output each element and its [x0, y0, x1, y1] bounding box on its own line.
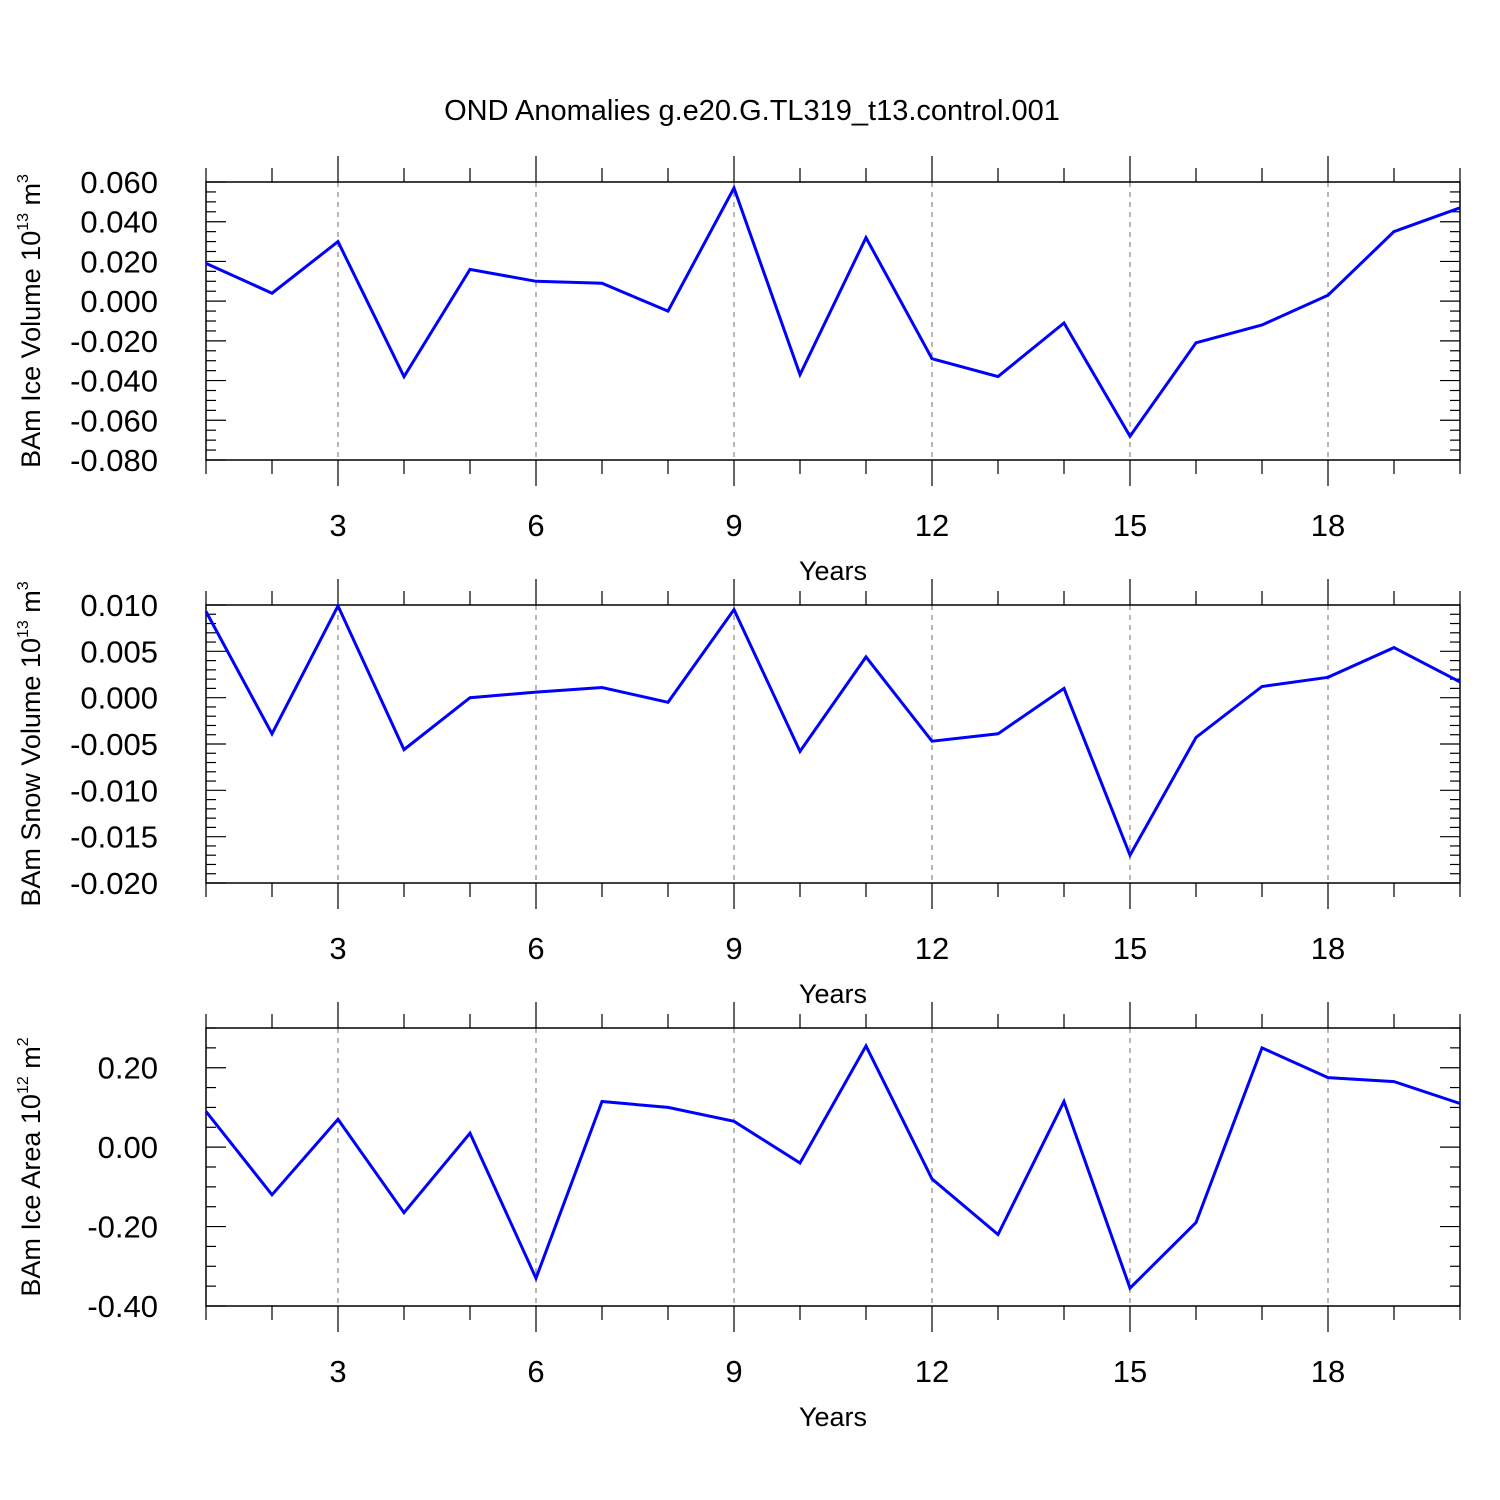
x-tick-label: 9	[725, 1354, 742, 1389]
plot-frame	[205, 1027, 1461, 1307]
y-axis-title: BAm Snow Volume 1013 m3	[15, 581, 46, 906]
series-line	[204, 602, 1461, 859]
y-tick-label: -0.40	[87, 1289, 158, 1324]
x-tick-label: 9	[725, 931, 742, 966]
x-tick-label: 15	[1113, 1354, 1147, 1389]
y-axis-title-unit-exponent: 2	[15, 1037, 32, 1046]
y-tick-label: -0.040	[70, 364, 158, 399]
y-axis-title-prefix: BAm Ice Area 10	[16, 1094, 46, 1297]
x-tick-label: 6	[527, 1354, 544, 1389]
y-axis-title-prefix: BAm Snow Volume 10	[16, 638, 46, 907]
y-axis-title-exponent: 13	[15, 620, 32, 638]
x-tick-label: 15	[1113, 931, 1147, 966]
y-axis-title: BAm Ice Area 1012 m2	[15, 1037, 46, 1296]
x-tick-label: 3	[329, 508, 346, 543]
y-tick-label: 0.005	[80, 634, 158, 669]
x-tick-label: 15	[1113, 508, 1147, 543]
y-axis-title-exponent: 13	[15, 213, 32, 231]
y-tick-label: 0.010	[80, 588, 158, 623]
y-tick-label: 0.00	[98, 1130, 158, 1165]
x-tick-label: 18	[1311, 931, 1345, 966]
y-axis-title-unit: m	[16, 1046, 46, 1076]
y-tick-label: -0.020	[70, 324, 158, 359]
y-tick-label: -0.020	[70, 866, 158, 901]
x-tick-label: 6	[527, 508, 544, 543]
panel-2: 0.010 0.005 0.000 -0.005 -0.010 -0.015 -0.020 3…	[15, 579, 1461, 1009]
y-tick-label: -0.005	[70, 727, 158, 762]
y-axis-title-unit: m	[16, 183, 46, 213]
y-tick-label: 0.20	[98, 1051, 158, 1086]
y-axis-title-unit-exponent: 3	[15, 581, 32, 590]
x-tick-label: 12	[915, 1354, 949, 1389]
y-tick-label: 0.000	[80, 681, 158, 716]
y-tick-label: -0.010	[70, 773, 158, 808]
y-axis-title-unit: m	[16, 590, 46, 620]
x-tick-label: 3	[329, 931, 346, 966]
x-axis-title: Years	[799, 979, 867, 1009]
y-tick-label: -0.080	[70, 443, 158, 478]
y-tick-label: 0.000	[80, 284, 158, 319]
panels: 0.060 0.040 0.020 0.000 -0.020 -0.040 -0.060 -0…	[15, 156, 1461, 1432]
y-tick-label: 0.060	[80, 165, 158, 200]
x-tick-label: 18	[1311, 508, 1345, 543]
x-tick-label: 12	[915, 508, 949, 543]
y-tick-label: 0.020	[80, 244, 158, 279]
y-tick-label: -0.015	[70, 820, 158, 855]
x-axis-title: Years	[799, 1402, 867, 1432]
y-tick-label: 0.040	[80, 205, 158, 240]
panel-3: 0.20 0.00 -0.20 -0.40 3 6 9 12 15 18 Years BAm Ice …	[15, 1002, 1461, 1432]
plot-frame	[205, 604, 1461, 884]
panel-1: 0.060 0.040 0.020 0.000 -0.020 -0.040 -0.060 -0…	[15, 156, 1461, 586]
x-tick-label: 18	[1311, 1354, 1345, 1389]
x-axis-title: Years	[799, 556, 867, 586]
y-axis-title: BAm Ice Volume 1013 m3	[15, 174, 46, 468]
x-tick-label: 12	[915, 931, 949, 966]
series-line	[204, 1042, 1461, 1291]
y-axis-title-exponent: 12	[15, 1076, 32, 1094]
plot-frame	[205, 181, 1461, 461]
series-line	[205, 184, 1461, 439]
x-tick-label: 6	[527, 931, 544, 966]
chart-title: OND Anomalies g.e20.G.TL319_t13.control.…	[444, 95, 1060, 127]
x-tick-label: 3	[329, 1354, 346, 1389]
y-axis-title-prefix: BAm Ice Volume 10	[16, 231, 46, 468]
y-axis-title-unit-exponent: 3	[15, 174, 32, 183]
y-tick-label: -0.20	[87, 1210, 158, 1245]
x-tick-label: 9	[725, 508, 742, 543]
y-tick-label: -0.060	[70, 403, 158, 438]
